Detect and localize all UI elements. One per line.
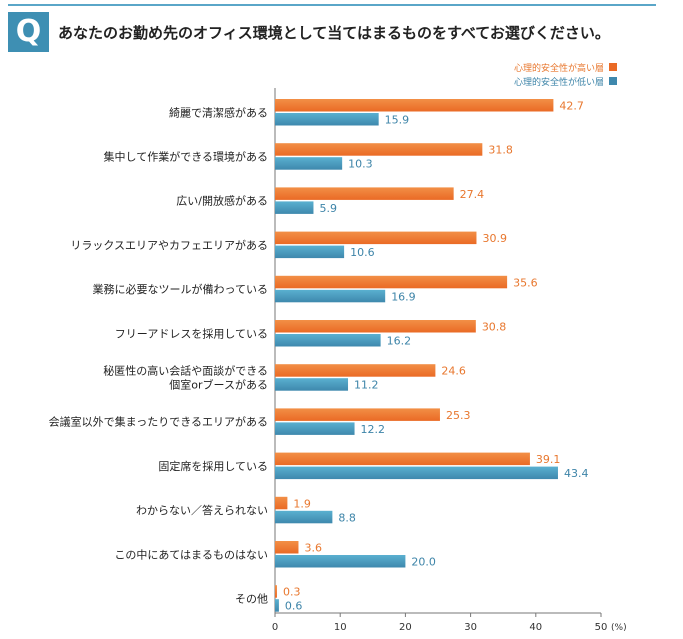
x-tick-label: 20 <box>399 622 412 633</box>
category-label: その他 <box>235 592 268 605</box>
category-label: わからない／答えられない <box>136 503 268 517</box>
legend: 心理的安全性が高い層 心理的安全性が低い層 <box>514 60 617 88</box>
x-tick-label: 40 <box>529 622 542 633</box>
value-label-low: 16.2 <box>387 335 412 348</box>
bar-low <box>275 113 379 126</box>
value-label-high: 42.7 <box>559 100 584 113</box>
category-label: 広い/開放感がある <box>176 194 268 208</box>
bar-high <box>275 320 476 333</box>
bar-high <box>275 231 477 245</box>
value-label-low: 15.9 <box>385 114 410 127</box>
category-label: 業務に必要なツールが備わっている <box>93 282 268 296</box>
bar-low <box>275 510 333 524</box>
category-label: フリーアドレスを採用している <box>115 326 268 340</box>
value-label-low: 11.2 <box>354 379 379 392</box>
value-label-low: 10.3 <box>348 158 373 171</box>
value-label-high: 0.3 <box>283 586 301 599</box>
bar-low <box>275 334 381 347</box>
value-label-high: 27.4 <box>460 188 485 201</box>
bar-high <box>275 187 454 200</box>
bar-high <box>275 408 440 421</box>
value-label-high: 31.8 <box>488 144 513 157</box>
bar-low <box>275 466 558 480</box>
value-label-high: 25.3 <box>446 409 471 422</box>
bar-high <box>275 452 530 466</box>
value-label-low: 0.6 <box>285 600 303 613</box>
x-unit-label: (%) <box>611 623 627 633</box>
category-label: この中にあてはまるものはない <box>114 548 268 561</box>
legend-item-high: 心理的安全性が高い層 <box>514 60 617 74</box>
bar-low <box>275 201 314 214</box>
bar-low <box>275 289 386 303</box>
legend-swatch-low <box>609 77 617 85</box>
x-tick-label: 0 <box>272 622 278 633</box>
value-label-high: 39.1 <box>536 453 561 466</box>
value-label-low: 8.8 <box>338 511 356 524</box>
bar-low <box>275 599 279 612</box>
category-label: 会議室以外で集まったりできるエリアがある <box>49 415 268 429</box>
value-label-high: 30.8 <box>482 321 507 334</box>
legend-label-low: 心理的安全性が低い層 <box>513 77 604 88</box>
value-label-low: 16.9 <box>391 290 416 303</box>
value-label-low: 43.4 <box>564 467 589 480</box>
bar-high <box>275 275 508 289</box>
bar-low <box>275 422 355 435</box>
question-title: あなたのお勤め先のオフィス環境として当てはまるものをすべてお選びください。 <box>58 24 610 42</box>
category-label: 固定席を採用している <box>158 459 268 473</box>
legend-label-high: 心理的安全性が高い層 <box>513 63 604 74</box>
bar-high <box>275 99 554 112</box>
bar-low <box>275 555 406 568</box>
x-tick-label: 50 <box>595 622 608 633</box>
bar-low <box>275 157 343 170</box>
value-label-high: 30.9 <box>482 232 507 245</box>
header-rule <box>8 4 656 6</box>
question-badge: Q <box>8 12 49 52</box>
bar-high <box>275 364 436 377</box>
value-label-high: 3.6 <box>304 542 322 555</box>
value-label-high: 24.6 <box>441 365 466 378</box>
bar-low <box>275 378 349 391</box>
bar-high <box>275 541 299 554</box>
bar-high <box>275 585 277 598</box>
value-label-low: 5.9 <box>319 202 337 215</box>
value-label-high: 35.6 <box>513 276 538 289</box>
category-label: 綺麗で清潔感がある <box>169 105 268 119</box>
category-label: 集中して作業ができる環境がある <box>104 149 268 163</box>
category-label: 秘匿性の高い会話や面談ができる個室orブースがある <box>103 363 268 391</box>
value-label-low: 12.2 <box>361 423 386 436</box>
value-label-high: 1.9 <box>293 497 311 510</box>
value-label-low: 20.0 <box>411 556 436 569</box>
x-tick-label: 30 <box>464 622 477 633</box>
bar-high <box>275 143 483 156</box>
legend-item-low: 心理的安全性が低い層 <box>514 74 617 88</box>
value-label-low: 10.6 <box>350 246 375 259</box>
x-tick-label: 10 <box>334 622 347 633</box>
legend-swatch-high <box>609 63 617 71</box>
bar-low <box>275 245 345 259</box>
bar-high <box>275 496 288 510</box>
category-label: リラックスエリアやカフェエリアがある <box>70 238 268 252</box>
